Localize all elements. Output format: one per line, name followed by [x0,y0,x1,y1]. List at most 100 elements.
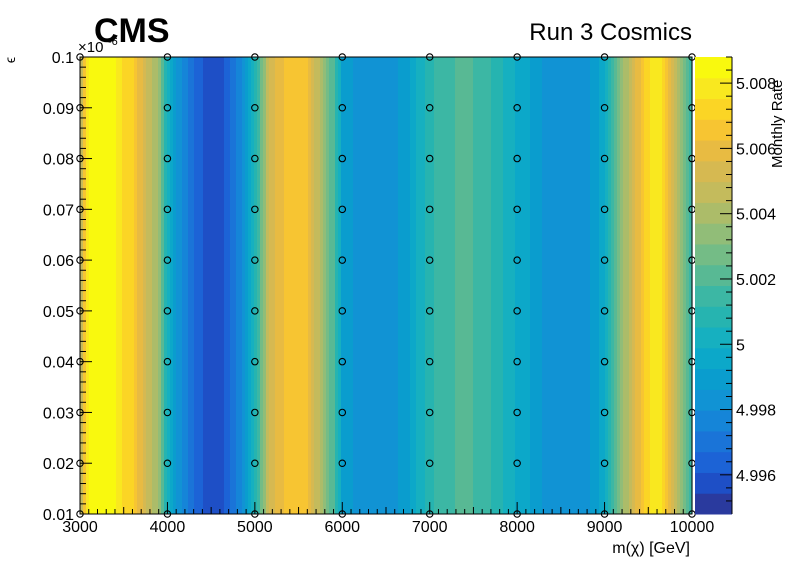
colorbar-level [695,57,732,79]
heatmap-cell [509,57,513,514]
scan-point-marker [425,357,434,366]
heatmap-cell [443,57,447,514]
heatmap-cell [557,57,561,514]
heatmap-cell [230,57,234,514]
heatmap-cell [326,57,330,514]
scan-point-marker [338,154,347,163]
heatmap-cell [377,57,381,514]
heatmap-cell [569,57,573,514]
y-tick-label: 0.09 [43,101,74,118]
heatmap-cell [548,57,552,514]
x-tick-label: 4000 [150,519,186,536]
heatmap-cell [419,57,423,514]
heatmap-cell [431,57,435,514]
scan-point-marker [251,408,259,417]
scan-point-marker [163,307,172,315]
heatmap-cell [365,57,369,514]
heatmap-cell [395,57,399,514]
scan-point-marker [600,104,609,112]
scan-point-marker [338,307,347,315]
colorbar-level [695,327,732,349]
scan-point-marker [251,459,259,467]
heatmap-cell [491,57,495,514]
cms-label: CMS [94,12,170,50]
heatmap-cell [617,57,621,514]
heatmap-cell [296,57,300,514]
heatmap-cell [347,57,351,514]
heatmap-cell [227,57,231,514]
heatmap-cell [239,57,243,514]
heatmap-cell [488,57,492,514]
heatmap-cell [92,57,96,514]
heatmap-cell [641,57,645,514]
colorbar-level [695,285,732,307]
scan-point-marker [251,154,259,163]
scan-point-marker [425,104,434,112]
scan-point-marker [513,256,521,264]
heatmap-cell [194,57,198,514]
heatmap-cells [80,57,693,514]
heatmap-cell [521,57,525,514]
colorbar-title: Monthly Rate [769,80,786,168]
heatmap-cell [254,57,258,514]
heatmap-cell [95,57,99,514]
heatmap-cell [590,57,594,514]
heatmap-cell [665,57,669,514]
heatmap-cell [371,57,375,514]
heatmap-cell [302,57,306,514]
heatmap-cell [275,57,279,514]
scan-point-marker [251,205,259,214]
colorbar-tick-label: 5 [736,337,745,354]
heatmap-cell [668,57,672,514]
y-multiplier-base: ×10 [78,39,103,56]
heatmap-cell [278,57,282,514]
heatmap-cell [530,57,534,514]
heatmap-cell [380,57,384,514]
heatmap-cell [161,57,165,514]
scan-point-marker [600,408,609,417]
scan-point-marker [600,307,609,315]
scan-point-marker [513,104,521,112]
heatmap-cell [242,57,246,514]
colorbar-tick-label: 5.002 [736,272,776,289]
heatmap-cell [689,57,693,514]
heatmap-cell [146,57,150,514]
heatmap-cell [524,57,528,514]
heatmap-cell [533,57,537,514]
heatmap-cell [329,57,333,514]
heatmap-cell [398,57,402,514]
heatmap-cell [209,57,213,514]
y-axis-multiplier: ×10 -6 [78,36,118,56]
y-tick-label: 0.08 [43,152,74,169]
heatmap-cell [503,57,507,514]
x-axis: 3000 4000 5000 6000 7000 8000 9000 10000 [62,502,714,536]
scan-point-marker [338,104,347,112]
heatmap-cell [170,57,174,514]
heatmap-cell [392,57,396,514]
heatmap-cell [155,57,159,514]
heatmap-cell [317,57,321,514]
heatmap-cell [410,57,414,514]
heatmap-cell [512,57,516,514]
scan-point-marker [338,408,347,417]
heatmap-cell [125,57,129,514]
colorbar-level [695,493,732,515]
heatmap-cell [482,57,486,514]
x-tick-label: 5000 [237,519,273,536]
heatmap-cell [383,57,387,514]
heatmap-cell [434,57,438,514]
x-tick-label: 3000 [62,519,98,536]
heatmap-cell [332,57,336,514]
heatmap-cell [290,57,294,514]
heatmap-cell [446,57,450,514]
heatmap-cell [338,57,342,514]
heatmap-cell [413,57,417,514]
scan-point-marker [513,205,521,214]
scan-point-marker [600,154,609,163]
y-multiplier-exponent: -6 [108,36,118,48]
heatmap-cell [116,57,120,514]
heatmap-cell [497,57,501,514]
heatmap-cell [545,57,549,514]
heatmap-cell [152,57,156,514]
y-tick-label: 0.01 [43,507,74,524]
